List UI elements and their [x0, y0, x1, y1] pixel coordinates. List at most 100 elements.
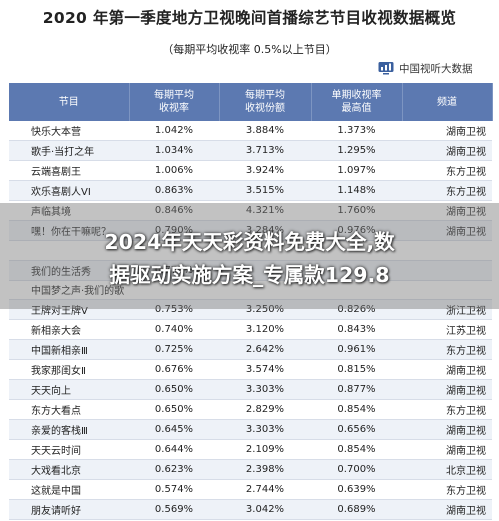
cell-channel: 湖南卫视 — [402, 121, 492, 141]
cell-peak: 0.815% — [311, 359, 402, 381]
cell-channel: 浙江卫视 — [402, 299, 492, 321]
cell-program: 中国梦之声·我们的歌 — [9, 280, 129, 301]
cell-program: 中国新相亲Ⅲ — [9, 339, 129, 361]
cell-program: 大戏看北京 — [9, 459, 129, 480]
cell-share: 2.829% — [219, 399, 311, 421]
cell-channel: 湖南卫视 — [402, 359, 492, 381]
cell-rating: 0.740% — [129, 319, 219, 341]
table-row: 天天云时间 0.644% 2.109% 0.854% 湖南卫视 — [9, 439, 492, 460]
header-program: 节目 — [9, 83, 130, 121]
cell-peak: 0.826% — [311, 299, 402, 321]
header-channel: 频道 — [402, 83, 493, 121]
ratings-table: 节目 每期平均 收视率 每期平均 收视份额 单期收视率 最高值 频道 快乐大本营 1.0… — [9, 83, 493, 520]
cell-program: 天天云时间 — [9, 439, 129, 460]
cell-rating: 1.006% — [129, 160, 219, 181]
table-row: 朋友请听好 0.569% 3.042% 0.689% 湖南卫视 — [9, 499, 492, 520]
cell-channel: 湖南卫视 — [402, 220, 492, 241]
cell-channel: 湖南卫视 — [402, 140, 492, 161]
cell-peak — [311, 260, 402, 281]
cell-peak — [311, 240, 402, 261]
cell-share — [219, 260, 311, 281]
cell-peak: 1.760% — [311, 200, 402, 221]
cell-channel — [402, 240, 492, 261]
cell-share: 3.574% — [219, 359, 311, 381]
cell-rating: 1.042% — [129, 121, 219, 141]
banner-line-2: 据驱动实施方案_专属款129.8 — [109, 263, 390, 287]
table-header-row: 节目 每期平均 收视率 每期平均 收视份额 单期收视率 最高值 频道 — [9, 83, 493, 121]
cell-rating: 1.034% — [129, 140, 219, 161]
page-title: 2020 年第一季度地方卫视晚间首播综艺节目收视数据概览 — [42, 9, 457, 27]
cell-channel: 东方卫视 — [402, 160, 492, 181]
cell-peak: 0.877% — [311, 379, 402, 401]
cell-rating: 0.623% — [129, 459, 219, 480]
cell-peak: 1.097% — [311, 160, 402, 181]
cell-channel: 湖南卫视 — [402, 200, 492, 221]
cell-share: 2.642% — [219, 339, 311, 361]
cell-program: 快乐大本营 — [9, 121, 129, 141]
table-row: 亲爱的客栈Ⅲ 0.645% 3.303% 0.656% 湖南卫视 — [9, 419, 492, 440]
cell-channel: 东方卫视 — [402, 479, 492, 500]
tv-stats-logo-icon — [378, 62, 394, 75]
cell-channel — [402, 280, 492, 301]
header-avg-rating: 每期平均 收视率 — [129, 83, 220, 121]
cell-peak: 0.843% — [311, 319, 402, 341]
cell-share: 2.398% — [219, 459, 311, 480]
table-row: 我家那闺女Ⅱ 0.676% 3.574% 0.815% 湖南卫视 — [9, 359, 492, 381]
cell-rating: 0.863% — [129, 180, 219, 201]
overlay-banner — [0, 203, 499, 309]
header-peak-rating: 单期收视率 最高值 — [311, 83, 403, 121]
table-row: 中国新相亲Ⅲ 0.725% 2.642% 0.961% 东方卫视 — [9, 339, 492, 361]
cell-program: 王牌对王牌Ⅴ — [9, 299, 129, 321]
cell-share: 3.924% — [219, 160, 311, 181]
cell-rating: 0.644% — [129, 439, 219, 460]
cell-rating: 0.790% — [129, 220, 219, 241]
cell-channel: 东方卫视 — [402, 399, 492, 421]
cell-rating: 0.650% — [129, 379, 219, 401]
cell-channel: 湖南卫视 — [402, 499, 492, 520]
cell-channel: 北京卫视 — [402, 459, 492, 480]
cell-rating: 0.569% — [129, 499, 219, 520]
cell-program: 云端喜剧王 — [9, 160, 129, 181]
table-row: 快乐大本营 1.042% 3.884% 1.373% 湖南卫视 — [9, 121, 492, 141]
cell-peak — [311, 280, 402, 301]
cell-program: 新相亲大会 — [9, 319, 129, 341]
table-row: 大戏看北京 0.623% 2.398% 0.700% 北京卫视 — [9, 459, 492, 480]
cell-share — [219, 240, 311, 261]
cell-share: 3.120% — [219, 319, 311, 341]
cell-peak: 0.854% — [311, 439, 402, 460]
cell-share: 2.109% — [219, 439, 311, 460]
table-row: 云端喜剧王 1.006% 3.924% 1.097% 东方卫视 — [9, 160, 492, 181]
cell-program: 歌手·当打之年 — [9, 140, 129, 161]
cell-program: 声临其境 — [9, 200, 129, 221]
cell-peak: 0.656% — [311, 419, 402, 440]
cell-share: 3.250% — [219, 299, 311, 321]
cell-peak: 1.148% — [311, 180, 402, 201]
cell-program: 欢乐喜剧人VI — [9, 180, 129, 201]
cell-peak: 0.639% — [311, 479, 402, 500]
header-avg-share: 每期平均 收视份额 — [219, 83, 312, 121]
cell-channel: 湖南卫视 — [402, 379, 492, 401]
cell-rating: 0.650% — [129, 399, 219, 421]
table-row: 歌手·当打之年 1.034% 3.713% 1.295% 湖南卫视 — [9, 140, 492, 161]
cell-share: 3.884% — [219, 121, 311, 141]
cell-channel: 湖南卫视 — [402, 439, 492, 460]
cell-rating: 0.753% — [129, 299, 219, 321]
cell-rating: 0.574% — [129, 479, 219, 500]
table-row: 王牌对王牌Ⅴ 0.753% 3.250% 0.826% 浙江卫视 — [9, 299, 492, 321]
cell-share — [219, 280, 311, 301]
cell-peak: 1.373% — [311, 121, 402, 141]
cell-program: 嘿！你在干嘛呢？ — [9, 220, 129, 241]
cell-share: 3.303% — [219, 419, 311, 440]
cell-rating: 0.645% — [129, 419, 219, 440]
cell-share: 3.713% — [219, 140, 311, 161]
cell-peak: 0.700% — [311, 459, 402, 480]
cell-program: 天天向上 — [9, 379, 129, 401]
cell-share: 3.042% — [219, 499, 311, 520]
cell-rating — [129, 280, 219, 301]
cell-rating: 0.725% — [129, 339, 219, 361]
cell-share: 3.515% — [219, 180, 311, 201]
table-row: 嘿！你在干嘛呢？ 0.790% 3.284% 0.976% 湖南卫视 — [9, 220, 492, 241]
brand-name: 中国视听大数据 — [399, 62, 473, 75]
page-subtitle: （每期平均收视率 0.5%以上节目） — [162, 43, 337, 56]
cell-peak: 1.295% — [311, 140, 402, 161]
